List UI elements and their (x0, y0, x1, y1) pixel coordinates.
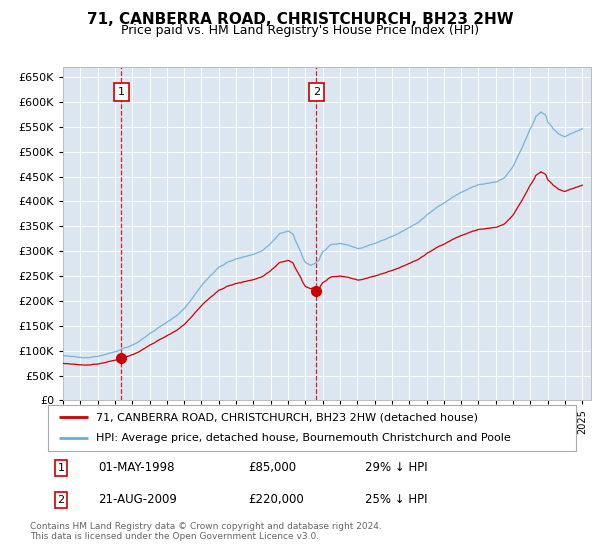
Text: 1: 1 (58, 463, 65, 473)
Text: £85,000: £85,000 (248, 461, 297, 474)
Text: 21-AUG-2009: 21-AUG-2009 (98, 493, 177, 506)
Text: Contains HM Land Registry data © Crown copyright and database right 2024.
This d: Contains HM Land Registry data © Crown c… (30, 522, 382, 542)
Text: £220,000: £220,000 (248, 493, 304, 506)
Text: 71, CANBERRA ROAD, CHRISTCHURCH, BH23 2HW: 71, CANBERRA ROAD, CHRISTCHURCH, BH23 2H… (86, 12, 514, 27)
Text: Price paid vs. HM Land Registry's House Price Index (HPI): Price paid vs. HM Land Registry's House … (121, 24, 479, 36)
Text: HPI: Average price, detached house, Bournemouth Christchurch and Poole: HPI: Average price, detached house, Bour… (95, 433, 510, 444)
Text: 2: 2 (58, 495, 65, 505)
Text: 1: 1 (118, 87, 125, 97)
Text: 25% ↓ HPI: 25% ↓ HPI (365, 493, 427, 506)
FancyBboxPatch shape (48, 405, 576, 451)
Text: 01-MAY-1998: 01-MAY-1998 (98, 461, 175, 474)
Text: 29% ↓ HPI: 29% ↓ HPI (365, 461, 427, 474)
Text: 71, CANBERRA ROAD, CHRISTCHURCH, BH23 2HW (detached house): 71, CANBERRA ROAD, CHRISTCHURCH, BH23 2H… (95, 412, 478, 422)
Text: 2: 2 (313, 87, 320, 97)
